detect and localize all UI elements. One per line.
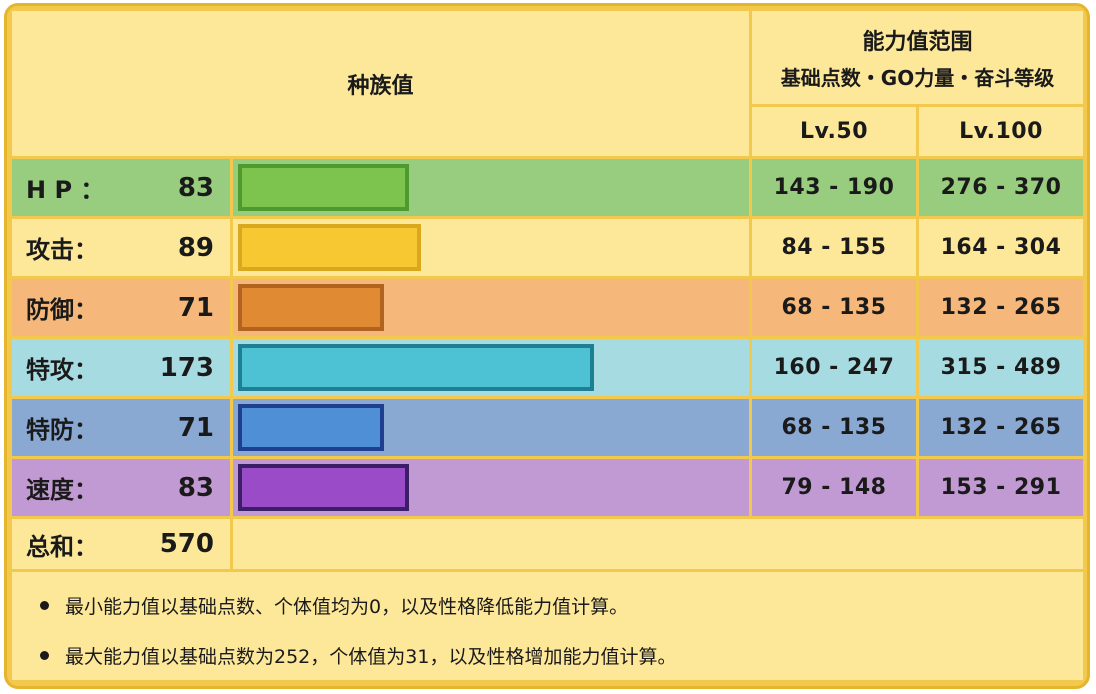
stat-bar [238,344,594,391]
stat-label-cell: 攻击： 89 [12,219,230,276]
stat-bar-track [233,159,749,216]
stat-value: 83 [177,172,214,203]
range-subtitle: 基础点数・GO力量・奋斗等级 [780,66,1055,90]
stat-value: 71 [177,292,214,323]
base-stats-title: 种族值 [347,73,414,99]
stat-name: 攻击： [26,236,98,264]
lv100-range: 132 - 265 [919,279,1083,336]
stat-value: 71 [177,412,214,443]
lv100-range: 315 - 489 [919,339,1083,396]
stat-value: 89 [177,232,214,263]
lv100-header: Lv.100 [919,107,1083,156]
total-row-fill [233,519,1083,569]
bullet-icon [40,651,49,660]
range-title: 能力值范围 [862,30,973,55]
stat-bar [238,404,384,451]
lv50-range: 84 - 155 [752,219,916,276]
stat-bar [238,164,409,211]
note-text: 最小能力值以基础点数、个体值均为0，以及性格降低能力值计算。 [65,596,629,618]
stat-label-cell: 速度： 83 [12,459,230,516]
lv50-header: Lv.50 [752,107,916,156]
lv50-range: 160 - 247 [752,339,916,396]
lv100-range: 276 - 370 [919,159,1083,216]
lv50-range: 79 - 148 [752,459,916,516]
stat-name: 特攻： [26,356,98,384]
stat-label-cell: H P ： 83 [12,159,230,216]
stat-name: 防御： [26,296,98,324]
lv100-range: 153 - 291 [919,459,1083,516]
total-row-label: 总和： 570 [12,519,230,569]
notes-panel: 最小能力值以基础点数、个体值均为0，以及性格降低能力值计算。 最大能力值以基础点… [12,572,1083,680]
stat-value: 173 [159,352,214,383]
stat-bar [238,464,409,511]
stat-bar [238,284,384,331]
lv50-range: 143 - 190 [752,159,916,216]
lv50-label: Lv.50 [799,119,869,144]
base-stats-header: 种族值 [12,11,749,156]
lv100-range: 164 - 304 [919,219,1083,276]
total-value: 570 [159,529,214,559]
stat-bar-track [233,219,749,276]
stat-name: H P ： [26,176,105,204]
lv100-label: Lv.100 [959,119,1043,144]
stat-name: 特防： [26,416,98,444]
stat-bar-track [233,339,749,396]
lv50-range: 68 - 135 [752,399,916,456]
stat-label-cell: 防御： 71 [12,279,230,336]
stat-label-cell: 特攻： 173 [12,339,230,396]
stat-bar-track [233,459,749,516]
stat-value: 83 [177,472,214,503]
bullet-icon [40,601,49,610]
stat-bar-track [233,279,749,336]
note-text: 最大能力值以基础点数为252，个体值为31，以及性格增加能力值计算。 [65,646,677,668]
stat-bar [238,224,421,271]
note-item: 最小能力值以基础点数、个体值均为0，以及性格降低能力值计算。 [40,592,628,619]
stat-label-cell: 特防： 71 [12,399,230,456]
lv100-range: 132 - 265 [919,399,1083,456]
total-label: 总和： [26,532,98,561]
stat-name: 速度： [26,476,98,504]
range-header: 能力值范围 基础点数・GO力量・奋斗等级 [752,11,1083,104]
stats-table: 种族值 能力值范围 基础点数・GO力量・奋斗等级 Lv.50 Lv.100 H … [4,3,1090,689]
lv50-range: 68 - 135 [752,279,916,336]
stat-bar-track [233,399,749,456]
note-item: 最大能力值以基础点数为252，个体值为31，以及性格增加能力值计算。 [40,642,676,669]
